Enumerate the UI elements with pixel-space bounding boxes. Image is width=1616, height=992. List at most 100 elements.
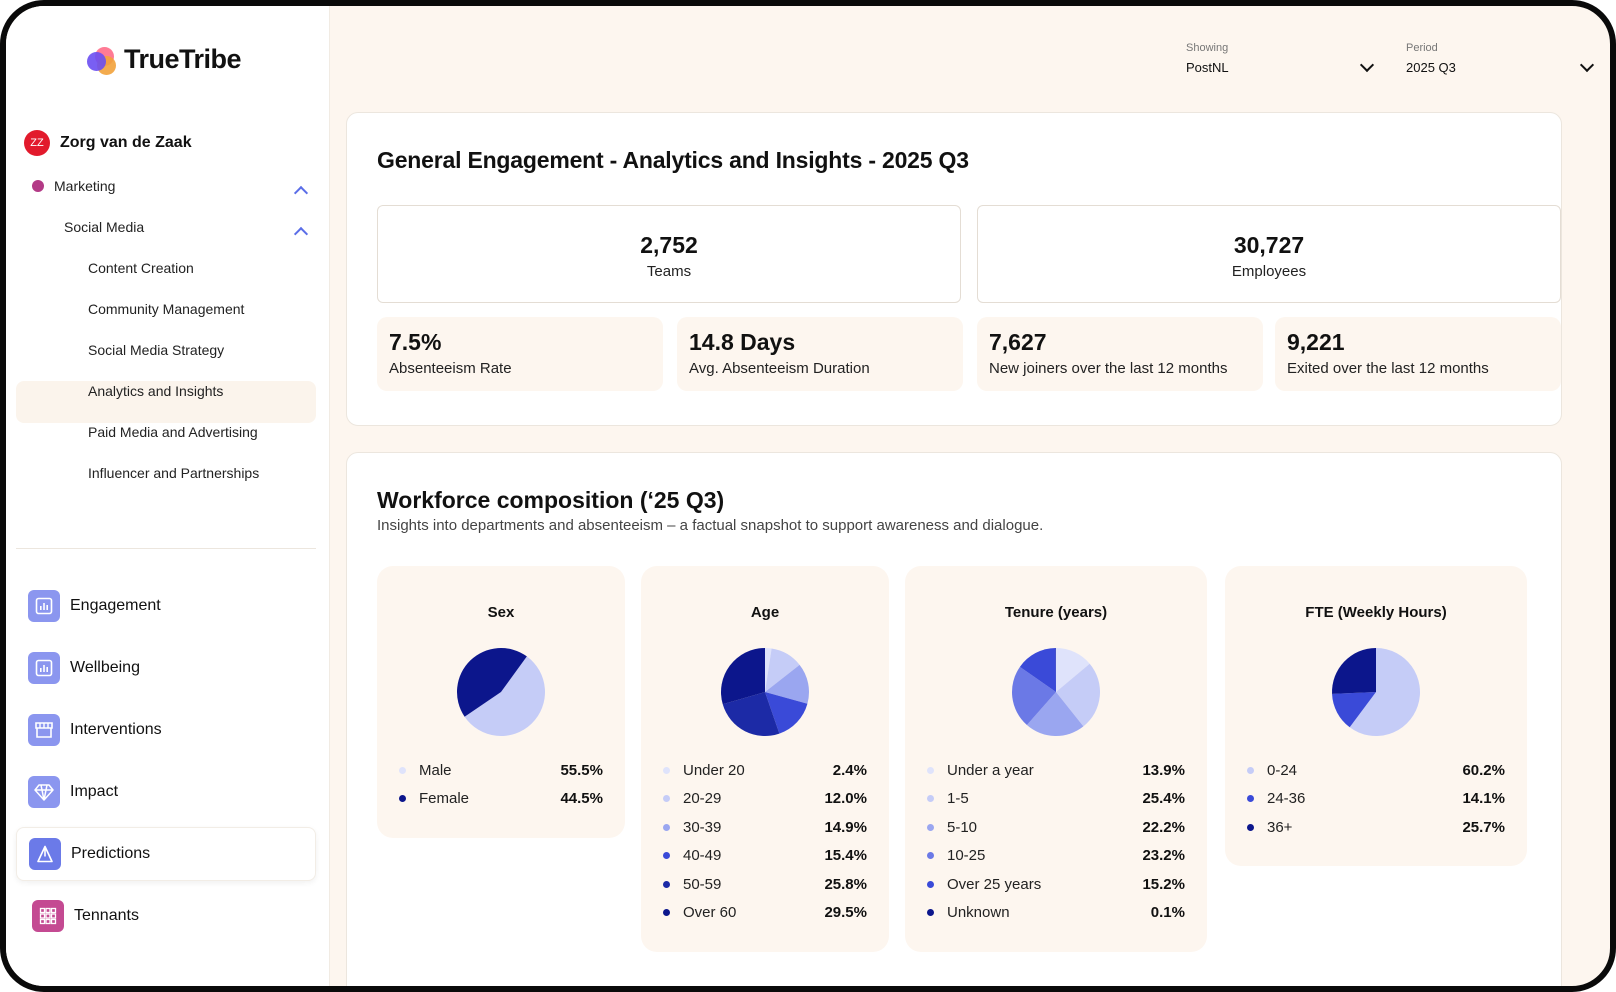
pie-legend: Under 20 2.4% 20-29 12.0% 30-39 14.9% 40-49 15.… [663, 756, 867, 927]
legend-dot-icon [663, 795, 670, 803]
pie-slice-50-59[interactable] [722, 692, 780, 736]
legend-label: 36+ [1267, 818, 1293, 836]
tree-subdepartment[interactable]: Social Media [64, 219, 144, 235]
period-label: Period [1406, 42, 1438, 54]
nav-label: Tennants [74, 907, 139, 924]
legend-label: Over 60 [683, 904, 737, 922]
legend-item: 5-10 22.2% [927, 813, 1185, 842]
stat-value: 7,627 [989, 329, 1047, 355]
pie-title: Age [750, 604, 780, 621]
legend-label: 0-24 [1267, 761, 1298, 779]
legend-value: 25.7% [1462, 818, 1505, 836]
nav-item-predictions[interactable]: Predictions [16, 827, 316, 881]
absenteeism-rate-stat: 7.5% Absenteeism Rate [377, 317, 663, 391]
legend-item: Over 25 years 15.2% [927, 870, 1185, 899]
nav-item-impact[interactable]: Impact [16, 765, 316, 819]
pie-slice-under-20[interactable] [765, 648, 772, 692]
sidebar-divider [16, 548, 316, 549]
nav-item-tennants[interactable]: Tennants [16, 889, 316, 943]
avatar: ZZ [24, 130, 50, 156]
legend-value: 55.5% [560, 761, 603, 779]
tree-item-content-creation[interactable]: Content Creation [88, 260, 194, 276]
tree-item-influencer[interactable]: Influencer and Partnerships [88, 465, 259, 481]
legend-dot-icon [663, 823, 670, 831]
brand-logo[interactable]: TrueTribe [86, 44, 242, 75]
pie-slice-30-39[interactable] [765, 664, 809, 704]
period-picker[interactable]: Period 2025 Q3 [1406, 42, 1606, 75]
legend-value: 14.9% [824, 818, 867, 836]
pie-title: Sex [487, 604, 515, 621]
legend-value: 0.1% [1150, 904, 1185, 922]
legend-dot-icon [663, 766, 670, 774]
legend-value: 25.4% [1142, 790, 1185, 808]
pie-slice-1-5[interactable] [1056, 663, 1100, 727]
showing-value: PostNL [1186, 60, 1229, 75]
legend-label: 10-25 [947, 847, 986, 865]
pie-card-2: Tenure (years) Under a year 13.9% 1-5 25.4% 5… [905, 566, 1207, 952]
legend-item: 1-5 25.4% [927, 785, 1185, 814]
legend-value: 23.2% [1142, 847, 1185, 865]
teams-stat: 2,752 Teams [377, 205, 961, 303]
legend-value: 29.5% [824, 904, 867, 922]
nav-label: Interventions [70, 721, 162, 738]
tree-item-community-management[interactable]: Community Management [88, 301, 244, 317]
pie-slice-36-[interactable] [1332, 648, 1376, 694]
pie-slice-under-a-year[interactable] [1056, 648, 1090, 692]
stat-label: New joiners over the last 12 months [989, 360, 1228, 377]
legend-item: Over 60 29.5% [663, 899, 867, 928]
nav-item-wellbeing[interactable]: Wellbeing [16, 641, 316, 695]
pie-slice-over-25-years[interactable] [1019, 648, 1056, 692]
period-value: 2025 Q3 [1406, 60, 1456, 75]
pie-slice-female[interactable] [457, 648, 527, 717]
pie-title: Tenure (years) [1004, 604, 1108, 621]
legend-label: 1-5 [947, 790, 969, 808]
pie-slice-male[interactable] [464, 656, 545, 736]
pie-slice-over-60[interactable] [721, 648, 765, 705]
tree-item-label: Social Media Strategy [88, 342, 225, 358]
chevron-up-icon[interactable] [293, 226, 309, 242]
legend-dot-icon [399, 766, 406, 774]
tree-department[interactable]: Marketing [32, 178, 115, 194]
pie-slice-20-29[interactable] [765, 648, 800, 692]
nav-item-engagement[interactable]: Engagement [16, 579, 316, 633]
workforce-title: Workforce composition (‘25 Q3) [377, 487, 725, 513]
legend-dot-icon [927, 909, 934, 917]
diamond-icon [28, 776, 60, 808]
stat-label: Absenteeism Rate [389, 360, 512, 377]
legend-item: 40-49 15.4% [663, 842, 867, 871]
legend-dot-icon [927, 795, 934, 803]
pie-slice-10-25[interactable] [1012, 666, 1056, 726]
tree-active-highlight [16, 381, 316, 423]
stat-label: Exited over the last 12 months [1287, 360, 1489, 377]
tree-item-social-media-strategy[interactable]: Social Media Strategy [88, 342, 224, 358]
legend-dot-icon [927, 766, 934, 774]
nav-item-interventions[interactable]: Interventions [16, 703, 316, 757]
stat-value: 9,221 [1287, 329, 1345, 355]
chevron-up-icon[interactable] [293, 185, 309, 201]
pie-slice-0-24[interactable] [1349, 648, 1420, 736]
workforce-card: Workforce composition (‘25 Q3) Insights … [346, 452, 1562, 986]
legend-dot-icon [663, 909, 670, 917]
stat-label: Avg. Absenteeism Duration [689, 360, 870, 377]
legend-value: 15.2% [1142, 875, 1185, 893]
user-profile[interactable]: ZZ Zorg van de Zaak [24, 130, 192, 156]
tree-item-paid-media[interactable]: Paid Media and Advertising [88, 424, 258, 440]
pie-slice-24-36[interactable] [1332, 692, 1376, 728]
employees-label: Employees [1231, 263, 1307, 280]
legend-dot-icon [663, 852, 670, 860]
legend-value: 2.4% [832, 761, 867, 779]
showing-picker[interactable]: Showing PostNL [1186, 42, 1386, 75]
logo-icon [86, 45, 116, 75]
legend-label: 20-29 [683, 790, 722, 808]
pie-title: FTE (Weekly Hours) [1305, 604, 1447, 621]
absenteeism-duration-stat: 14.8 Days Avg. Absenteeism Duration [677, 317, 963, 391]
pie-slice-40-49[interactable] [765, 692, 808, 734]
legend-item: 36+ 25.7% [1247, 813, 1505, 842]
legend-dot-icon [1247, 795, 1254, 803]
showing-label: Showing [1186, 42, 1229, 54]
tree-item-analytics-and-insights[interactable]: Analytics and Insights [88, 383, 223, 399]
tree-item-label: Content Creation [88, 260, 194, 276]
pie-slice-5-10[interactable] [1026, 692, 1084, 736]
legend-value: 25.8% [824, 875, 867, 893]
